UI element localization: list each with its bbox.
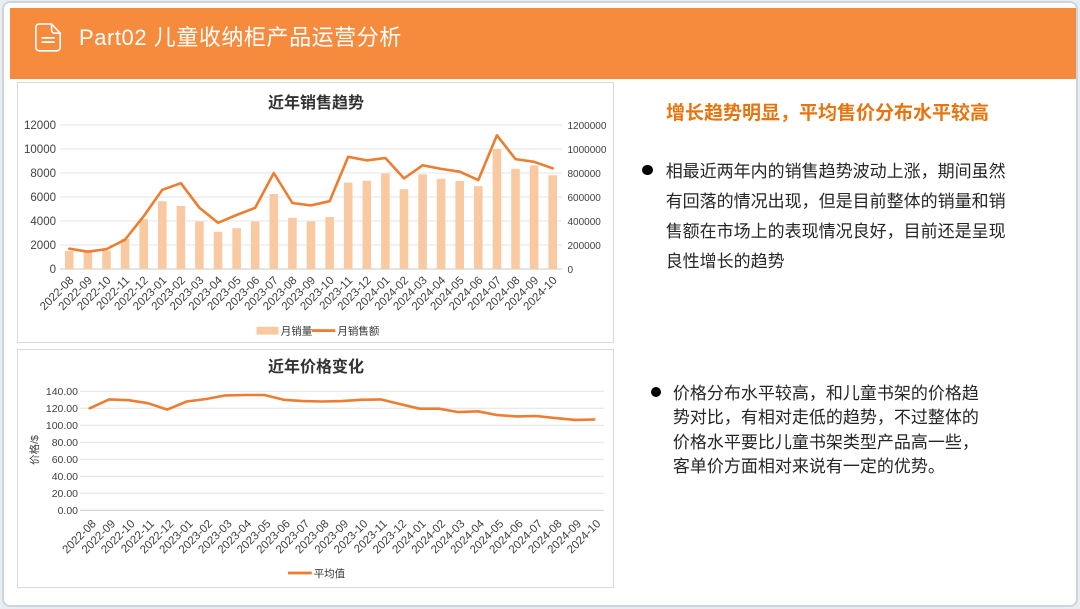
- svg-text:80.00: 80.00: [52, 437, 78, 449]
- svg-text:140.00: 140.00: [46, 386, 78, 398]
- svg-text:120.00: 120.00: [46, 403, 78, 415]
- svg-text:近年价格变化: 近年价格变化: [268, 357, 364, 376]
- svg-text:0.00: 0.00: [58, 505, 79, 517]
- svg-text:2000: 2000: [30, 240, 56, 252]
- svg-text:12000: 12000: [24, 120, 56, 132]
- svg-text:月销售额: 月销售额: [337, 324, 379, 337]
- svg-text:60.00: 60.00: [52, 454, 78, 466]
- svg-text:600000: 600000: [568, 193, 602, 204]
- svg-text:月销量: 月销量: [281, 324, 313, 337]
- svg-text:近年销售趋势: 近年销售趋势: [268, 93, 364, 112]
- svg-text:40.00: 40.00: [52, 471, 78, 483]
- svg-text:20.00: 20.00: [52, 488, 78, 500]
- svg-text:平均值: 平均值: [314, 567, 346, 580]
- svg-text:0: 0: [50, 264, 56, 276]
- svg-text:10000: 10000: [24, 144, 56, 156]
- svg-text:100.00: 100.00: [46, 420, 78, 432]
- svg-text:8000: 8000: [30, 168, 56, 180]
- svg-text:1000000: 1000000: [568, 145, 607, 156]
- svg-text:价格/$: 价格/$: [28, 435, 41, 465]
- svg-text:6000: 6000: [30, 192, 56, 204]
- svg-text:4000: 4000: [30, 216, 56, 228]
- svg-text:400000: 400000: [568, 217, 602, 228]
- svg-text:800000: 800000: [568, 169, 602, 180]
- svg-text:0: 0: [568, 265, 574, 276]
- svg-text:200000: 200000: [568, 241, 602, 252]
- svg-text:1200000: 1200000: [568, 121, 607, 132]
